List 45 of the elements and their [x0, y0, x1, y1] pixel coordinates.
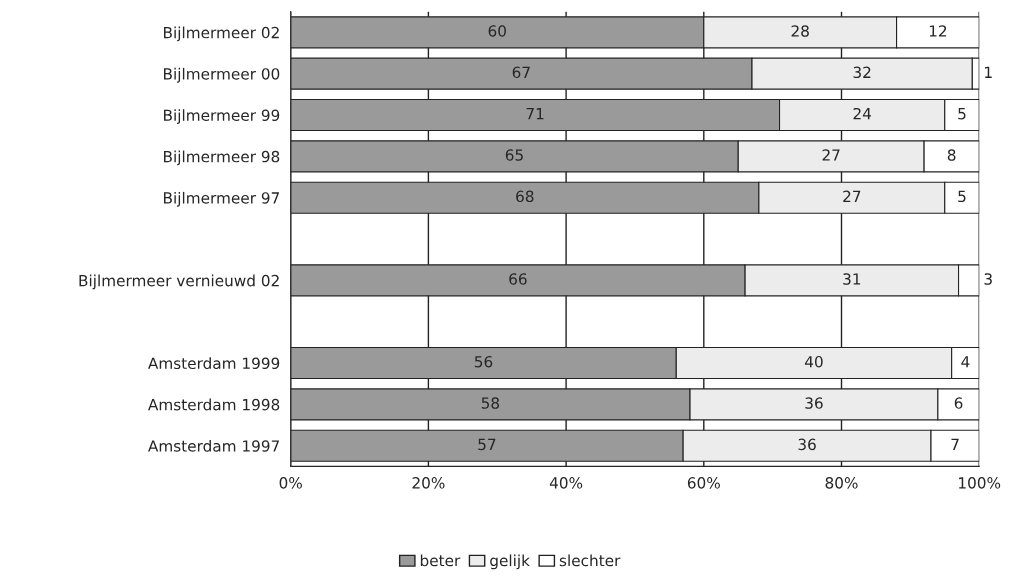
data-label: 60: [488, 25, 506, 37]
data-label: 4: [961, 356, 970, 368]
y-tick-label: Amsterdam 1999: [148, 357, 280, 370]
x-tick-label: 0%: [279, 477, 302, 489]
legend-label: gelijk: [490, 554, 530, 570]
data-label: 56: [474, 355, 493, 368]
data-label: 57: [478, 438, 496, 451]
data-label: 58: [481, 397, 500, 409]
data-label: 36: [798, 438, 816, 451]
data-label: 40: [804, 355, 823, 368]
x-tick-label: 20%: [412, 477, 445, 489]
legend-label: beter: [420, 554, 461, 567]
x-tick-label: 40%: [549, 477, 583, 489]
data-label: 3: [984, 273, 992, 285]
y-tick-label: Bijlmermeer vernieuwd 02: [79, 274, 279, 290]
data-label: 28: [791, 25, 809, 37]
y-tick-label: Bijlmermeer 97: [164, 191, 279, 207]
data-label: 24: [853, 107, 872, 120]
data-label: 12: [929, 25, 947, 37]
data-label: 6: [954, 397, 963, 409]
data-label: 27: [822, 149, 840, 161]
y-tick-label: Amsterdam 1998: [148, 398, 280, 411]
data-label: 36: [805, 397, 823, 409]
y-tick-label: Bijlmermeer 02: [164, 26, 279, 42]
data-label: 66: [509, 273, 527, 285]
x-tick-label: 60%: [687, 477, 720, 489]
data-label: 1: [985, 66, 992, 78]
data-label: 27: [843, 190, 861, 202]
data-label: 7: [951, 438, 959, 450]
data-label: 65: [505, 149, 523, 161]
data-label: 5: [958, 108, 966, 120]
data-label: 67: [512, 66, 530, 79]
legend-label: slechter: [559, 554, 621, 567]
data-label: 8: [947, 149, 956, 161]
y-tick-label: Bijlmermeer 99: [164, 109, 280, 124]
data-label: 5: [958, 190, 966, 203]
data-label: 31: [843, 273, 861, 285]
data-label: 32: [853, 66, 871, 79]
y-tick-label: Amsterdam 1997: [148, 439, 279, 452]
data-label: 71: [526, 108, 544, 120]
x-tick-label: 100%: [959, 477, 1001, 489]
y-tick-label: Bijlmermeer 98: [164, 150, 280, 166]
data-label: 68: [516, 190, 534, 203]
x-tick-label: 80%: [825, 477, 858, 489]
y-tick-label: Bijlmermeer 00: [164, 67, 280, 83]
